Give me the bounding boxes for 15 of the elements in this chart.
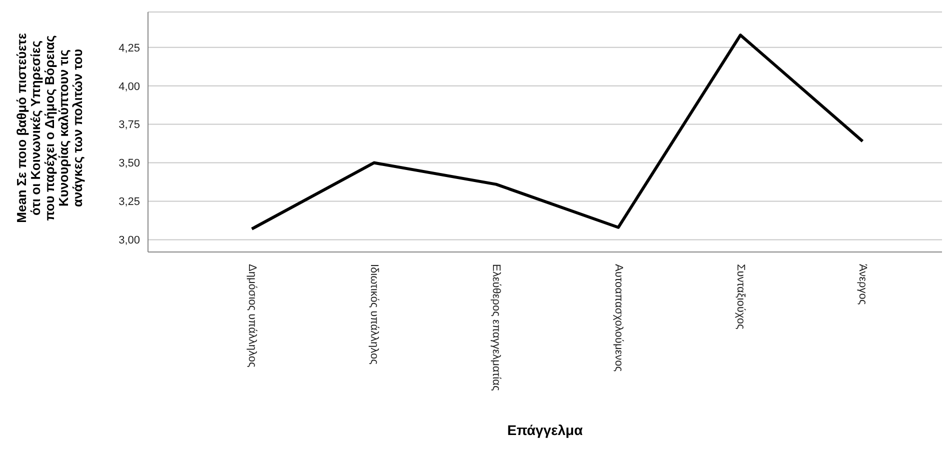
- line-series: [250, 34, 864, 230]
- x-tick-label: Άνεργος: [856, 264, 869, 305]
- y-tick-label: 3,00: [118, 234, 140, 247]
- y-axis-title: Mean Σε ποιο βαθμό πιστεύετε ότι οι Κοινωνικές Υπηρεσίες που παρέχει ο Δήμος Βόρειας Κυνουρίας καλύπτουν τις ανάγκες των πολιτών του: [14, 33, 85, 223]
- x-tick-label: Συνταξιούχος: [734, 264, 746, 330]
- x-tick-label: Ιδιωτικός υπάλληλος: [368, 264, 380, 364]
- y-tick-label: 4,25: [118, 42, 140, 54]
- y-tick-label: 4,00: [118, 80, 140, 93]
- y-tick-label: 3,75: [118, 119, 140, 132]
- x-axis-title: Επάγγελμα: [507, 422, 584, 438]
- x-tick-label: Ελεύθερος επαγγελματίας: [490, 264, 502, 391]
- y-tick-label: 3,50: [118, 158, 140, 170]
- x-tick-label: Αυτοαπασχολούμενος: [612, 264, 624, 372]
- y-tick-label: 3,25: [118, 196, 140, 208]
- x-tick-label: Δημόσιος υπάλληλος: [246, 264, 258, 368]
